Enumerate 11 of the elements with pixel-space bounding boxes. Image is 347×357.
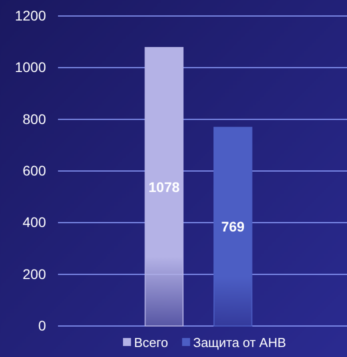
y-tick-label: 0 <box>38 317 46 334</box>
legend-label: Всего <box>134 335 168 350</box>
y-tick-label: 200 <box>22 266 46 282</box>
y-tick-label: 1000 <box>14 59 46 76</box>
y-tick-label: 800 <box>22 110 46 127</box>
y-tick-label: 1200 <box>14 7 46 24</box>
y-tick-label: 600 <box>22 162 46 178</box>
data-label: 769 <box>221 218 245 235</box>
legend-label: Защита от АНВ <box>193 335 286 350</box>
y-tick-label: 400 <box>22 214 46 230</box>
data-label: 1078 <box>148 178 180 195</box>
